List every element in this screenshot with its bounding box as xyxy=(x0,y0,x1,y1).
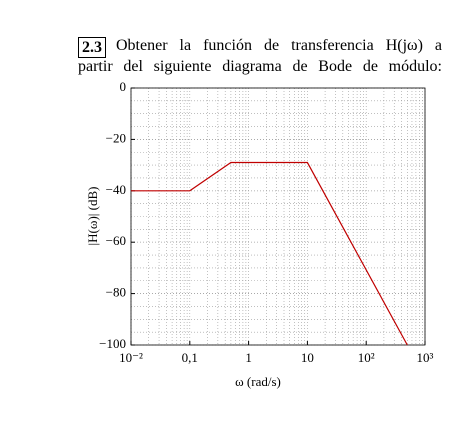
x-tick-label: 0,1 xyxy=(182,350,198,365)
problem-number: 2.3 xyxy=(78,37,106,58)
y-tick-label: −100 xyxy=(99,336,126,351)
x-axis-label: ω (rad/s) xyxy=(235,374,281,389)
x-tick-label: 10⁻² xyxy=(119,350,143,365)
x-tick-label: 1 xyxy=(245,350,252,365)
y-axis-label: |H(ω)| (dB) xyxy=(85,187,100,246)
y-tick-label: −80 xyxy=(106,285,126,300)
x-tick-label: 10 xyxy=(301,350,314,365)
y-tick-label: 0 xyxy=(120,79,127,94)
x-tick-label: 10² xyxy=(358,350,375,365)
problem-text: Obtener la función de transferencia H(jω… xyxy=(116,37,442,54)
problem-text: partir del siguiente diagrama de Bode de… xyxy=(78,58,442,75)
x-tick-label: 10³ xyxy=(417,350,434,365)
plot-frame xyxy=(130,87,426,346)
y-tick-label: −20 xyxy=(106,130,126,145)
y-tick-label: −40 xyxy=(106,182,126,197)
data-line xyxy=(131,161,408,346)
y-tick-label: −60 xyxy=(106,233,126,248)
